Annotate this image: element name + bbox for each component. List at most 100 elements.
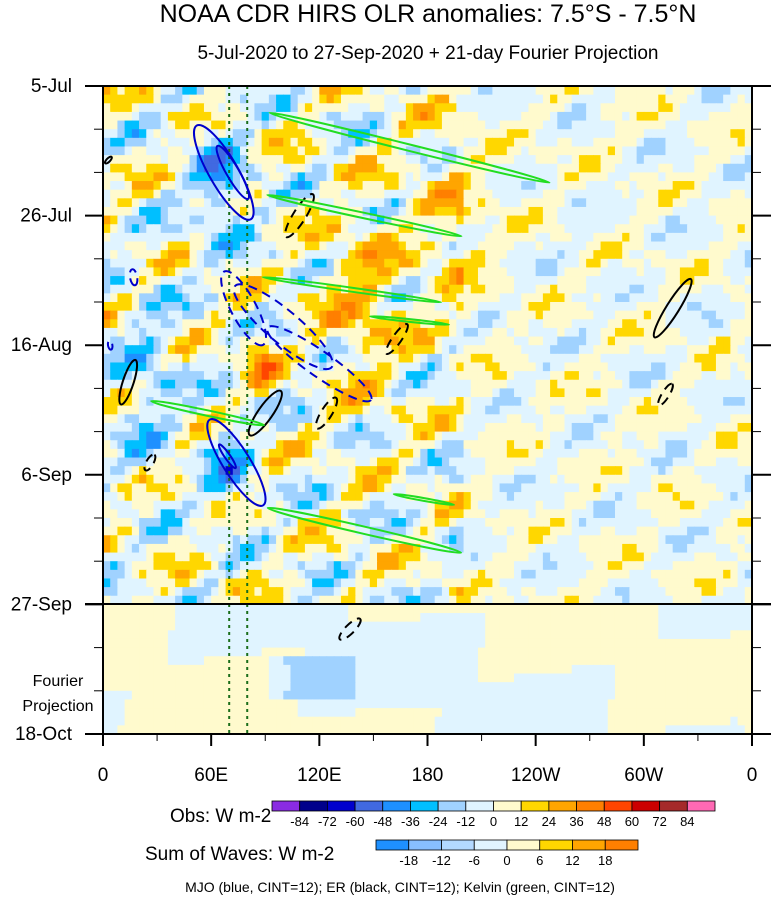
anomaly-cell: [535, 362, 544, 372]
anomaly-cell: [261, 422, 270, 433]
anomaly-cell: [578, 405, 587, 415]
anomaly-cell: [110, 120, 119, 130]
anomaly-cell: [542, 284, 551, 294]
anomaly-cell: [550, 345, 558, 355]
anomaly-cell: [737, 543, 746, 554]
anomaly-cell: [708, 181, 717, 191]
anomaly-cell: [571, 353, 580, 364]
anomaly-cell: [398, 181, 407, 191]
anomaly-cell: [247, 103, 256, 113]
anomaly-cell: [124, 267, 133, 277]
anomaly-cell: [232, 362, 241, 372]
anomaly-cell: [514, 552, 522, 562]
anomaly-cell: [276, 388, 284, 398]
anomaly-cell: [578, 94, 587, 104]
anomaly-cell: [658, 466, 667, 476]
anomaly-cell: [665, 474, 674, 485]
anomaly-cell: [420, 457, 429, 467]
anomaly-cell: [420, 198, 429, 208]
anomaly-cell: [175, 457, 183, 467]
anomaly-cell: [182, 189, 191, 199]
anomaly-cell: [687, 414, 695, 424]
anomaly-cell: [535, 293, 544, 303]
anomaly-cell: [737, 379, 746, 389]
anomaly-cell: [124, 448, 133, 459]
anomaly-cell: [196, 284, 205, 294]
anomaly-cell: [723, 293, 731, 303]
anomaly-cell: [131, 129, 140, 139]
anomaly-cell: [153, 198, 162, 208]
anomaly-cell: [535, 405, 544, 415]
anomaly-cell: [441, 440, 450, 450]
anomaly-cell: [146, 258, 155, 269]
anomaly-cell: [182, 388, 191, 398]
anomaly-cell: [557, 250, 566, 260]
anomaly-cell: [571, 405, 580, 415]
anomaly-cell: [268, 155, 277, 165]
anomaly-cell: [146, 466, 155, 476]
anomaly-cell: [369, 388, 378, 398]
anomaly-cell: [506, 293, 515, 303]
anomaly-cell: [514, 224, 522, 234]
anomaly-cell: [131, 103, 140, 113]
anomaly-cell: [521, 431, 530, 441]
anomaly-cell: [391, 232, 400, 243]
anomaly-cell: [139, 327, 147, 338]
anomaly-cell: [290, 535, 299, 545]
anomaly-cell: [203, 483, 212, 493]
anomaly-cell: [326, 492, 335, 502]
anomaly-cell: [362, 535, 371, 545]
anomaly-cell: [571, 526, 580, 536]
anomaly-cell: [146, 535, 155, 545]
anomaly-cell: [261, 310, 270, 320]
anomaly-cell: [571, 276, 580, 286]
anomaly-cell: [730, 319, 739, 329]
anomaly-cell: [586, 189, 594, 199]
anomaly-cell: [240, 86, 248, 96]
anomaly-cell: [333, 310, 342, 320]
anomaly-cell: [542, 336, 551, 346]
anomaly-cell: [355, 509, 364, 519]
anomaly-cell: [218, 276, 227, 286]
anomaly-cell: [261, 163, 270, 173]
anomaly-cell: [521, 241, 530, 251]
anomaly-cell: [254, 457, 263, 467]
anomaly-cell: [586, 146, 594, 156]
anomaly-cell: [167, 310, 176, 320]
anomaly-cell: [521, 422, 530, 433]
anomaly-cell: [189, 327, 198, 338]
anomaly-cell: [153, 155, 162, 165]
anomaly-cell: [182, 86, 191, 96]
anomaly-cell: [715, 181, 724, 191]
anomaly-cell: [117, 397, 126, 407]
anomaly-cell: [312, 155, 320, 165]
anomaly-cell: [636, 379, 645, 389]
anomaly-cell: [528, 362, 537, 372]
anomaly-cell: [225, 198, 234, 208]
anomaly-cell: [340, 466, 349, 476]
anomaly-cell: [593, 284, 602, 294]
anomaly-cell: [730, 353, 739, 364]
anomaly-cell: [261, 474, 270, 485]
anomaly-cell: [413, 284, 421, 294]
anomaly-cell: [304, 457, 313, 467]
anomaly-cell: [175, 509, 183, 519]
anomaly-cell: [254, 146, 263, 156]
anomaly-cell: [687, 258, 695, 269]
anomaly-cell: [340, 284, 349, 294]
anomaly-cell: [506, 302, 515, 312]
anomaly-cell: [211, 483, 219, 493]
anomaly-cell: [312, 474, 320, 485]
anomaly-cell: [398, 111, 407, 122]
anomaly-cell: [600, 146, 609, 156]
anomaly-cell: [477, 371, 486, 381]
anomaly-cell: [103, 448, 111, 459]
anomaly-cell: [319, 129, 328, 139]
anomaly-cell: [622, 258, 631, 269]
anomaly-cell: [355, 241, 364, 251]
anomaly-cell: [622, 466, 631, 476]
anomaly-cell: [571, 492, 580, 502]
anomaly-cell: [348, 129, 356, 139]
anomaly-cell: [297, 232, 306, 243]
anomaly-cell: [737, 267, 746, 277]
